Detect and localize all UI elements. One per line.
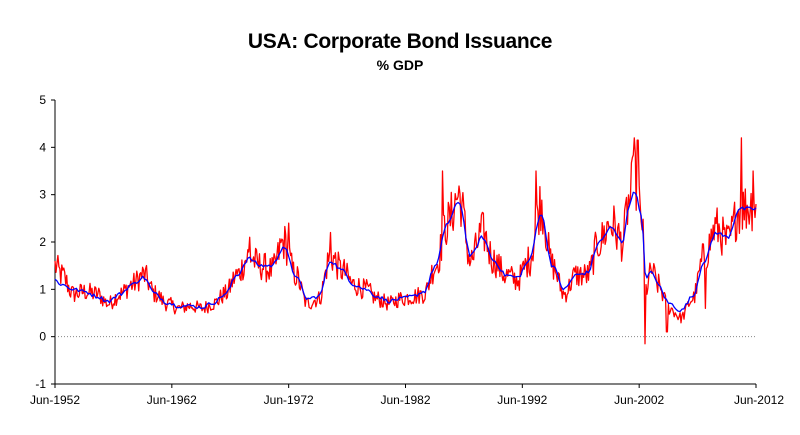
y-tick-label: 2 xyxy=(39,235,46,249)
y-tick-label: 4 xyxy=(39,140,46,154)
x-tick-label: Jun-1982 xyxy=(380,393,430,407)
x-tick-label: Jun-2002 xyxy=(614,393,664,407)
x-tick-label: Jun-2012 xyxy=(734,393,784,407)
x-tick-label: Jun-1962 xyxy=(147,393,197,407)
y-tick-label: 5 xyxy=(39,93,46,107)
y-tick-label: 0 xyxy=(39,330,46,344)
x-tick-label: Jun-1992 xyxy=(497,393,547,407)
x-tick-label: Jun-1972 xyxy=(264,393,314,407)
chart-subtitle: % GDP xyxy=(376,57,424,73)
x-tick-label: Jun-1952 xyxy=(30,393,80,407)
y-tick-label: 1 xyxy=(39,282,46,296)
series-line-smoothed xyxy=(54,191,757,313)
y-tick-label: -1 xyxy=(35,377,46,391)
y-tick-label: 3 xyxy=(39,188,46,202)
chart-title: USA: Corporate Bond Issuance xyxy=(247,30,553,53)
series-line-monthly xyxy=(54,137,757,345)
series-layer xyxy=(54,137,757,345)
axes-group: 5 4 3 2 1 0 -1 Jun-1952 Jun-1962 Jun-1972 Jun-1982… xyxy=(30,93,784,407)
